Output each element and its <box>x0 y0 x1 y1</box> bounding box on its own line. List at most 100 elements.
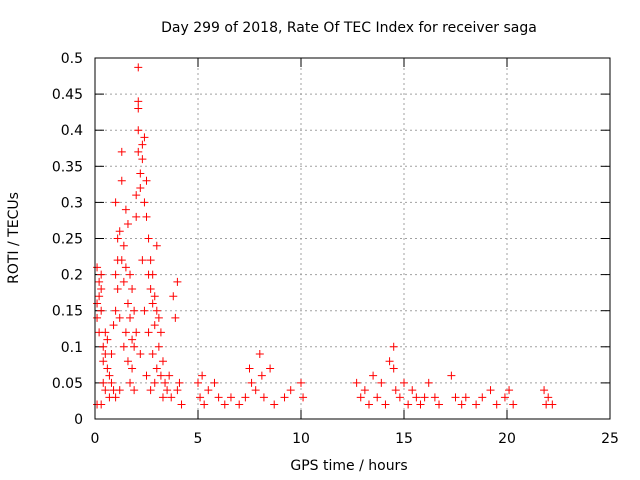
data-point <box>169 292 178 301</box>
data-point <box>126 378 135 387</box>
data-point <box>251 386 260 395</box>
data-point <box>420 393 429 402</box>
data-point <box>103 335 112 344</box>
y-tick-label: 0.35 <box>52 159 83 175</box>
data-point <box>130 386 139 395</box>
data-point <box>134 97 143 106</box>
data-point <box>280 393 289 402</box>
x-tick-label: 15 <box>395 431 413 447</box>
data-point <box>144 328 153 337</box>
data-point <box>299 393 308 402</box>
data-point <box>97 400 106 409</box>
data-point <box>123 220 132 229</box>
data-point <box>540 386 549 395</box>
data-point <box>360 386 369 395</box>
data-point <box>144 234 153 243</box>
data-point <box>509 400 518 409</box>
y-tick-label: 0.5 <box>61 51 83 67</box>
data-points <box>93 63 557 409</box>
plot-frame <box>94 57 611 420</box>
data-point <box>220 400 229 409</box>
data-point <box>161 378 170 387</box>
data-point <box>99 357 108 366</box>
data-point <box>150 292 159 301</box>
data-point <box>138 155 147 164</box>
y-tick-label: 0.45 <box>52 87 83 103</box>
data-point <box>241 393 250 402</box>
data-point <box>173 386 182 395</box>
data-point <box>123 357 132 366</box>
data-point <box>111 198 120 207</box>
data-point <box>297 378 305 387</box>
data-point <box>377 378 386 387</box>
data-point <box>165 371 174 380</box>
data-point <box>196 393 205 402</box>
y-tick-label: 0.2 <box>61 268 83 284</box>
data-point <box>198 371 207 380</box>
data-point <box>175 378 184 387</box>
data-point <box>369 371 378 380</box>
y-tick-label: 0.15 <box>52 304 83 320</box>
data-point <box>107 350 116 359</box>
y-tick-label: 0.05 <box>52 376 83 392</box>
data-point <box>128 335 137 344</box>
data-point <box>156 328 165 337</box>
data-point <box>235 400 244 409</box>
x-axis-label: GPS time / hours <box>290 458 407 474</box>
data-point <box>373 393 382 402</box>
data-point <box>128 364 137 373</box>
data-point <box>194 378 202 387</box>
data-point <box>93 263 102 272</box>
data-point <box>111 306 120 315</box>
data-point <box>163 386 172 395</box>
data-point <box>136 169 145 178</box>
data-point <box>119 241 128 250</box>
data-point <box>177 400 186 409</box>
data-point <box>226 393 235 402</box>
data-point <box>146 285 155 294</box>
data-point <box>101 328 110 337</box>
data-point <box>146 386 155 395</box>
data-point <box>408 386 417 395</box>
data-point <box>101 386 110 395</box>
data-point <box>140 306 149 315</box>
data-point <box>214 393 223 402</box>
data-point <box>117 176 126 185</box>
data-point <box>451 393 460 402</box>
data-point <box>257 371 266 380</box>
y-axis-label: ROTI / TECUs <box>6 192 22 284</box>
data-point <box>416 400 425 409</box>
data-point <box>111 393 120 402</box>
data-point <box>389 364 398 373</box>
data-point <box>266 364 275 373</box>
data-point <box>395 393 404 402</box>
data-point <box>132 328 141 337</box>
grid <box>95 58 610 419</box>
data-point <box>121 205 130 214</box>
data-point <box>115 227 124 236</box>
data-point <box>146 256 155 265</box>
data-point <box>152 364 161 373</box>
data-point <box>158 357 167 366</box>
data-point <box>150 321 159 330</box>
data-point <box>492 400 501 409</box>
data-point <box>210 378 219 387</box>
data-point <box>167 393 176 402</box>
data-point <box>126 270 135 279</box>
data-point <box>130 342 139 351</box>
data-point <box>99 378 108 387</box>
data-point <box>152 241 161 250</box>
data-point <box>136 183 145 192</box>
data-point <box>119 277 128 286</box>
data-point <box>134 63 143 72</box>
data-point <box>259 393 268 402</box>
data-point <box>121 263 130 272</box>
data-point <box>154 342 163 351</box>
data-point <box>119 342 128 351</box>
data-point <box>389 342 398 351</box>
data-point <box>132 212 141 221</box>
data-point <box>158 393 167 402</box>
data-point <box>255 350 264 359</box>
data-point <box>270 400 279 409</box>
